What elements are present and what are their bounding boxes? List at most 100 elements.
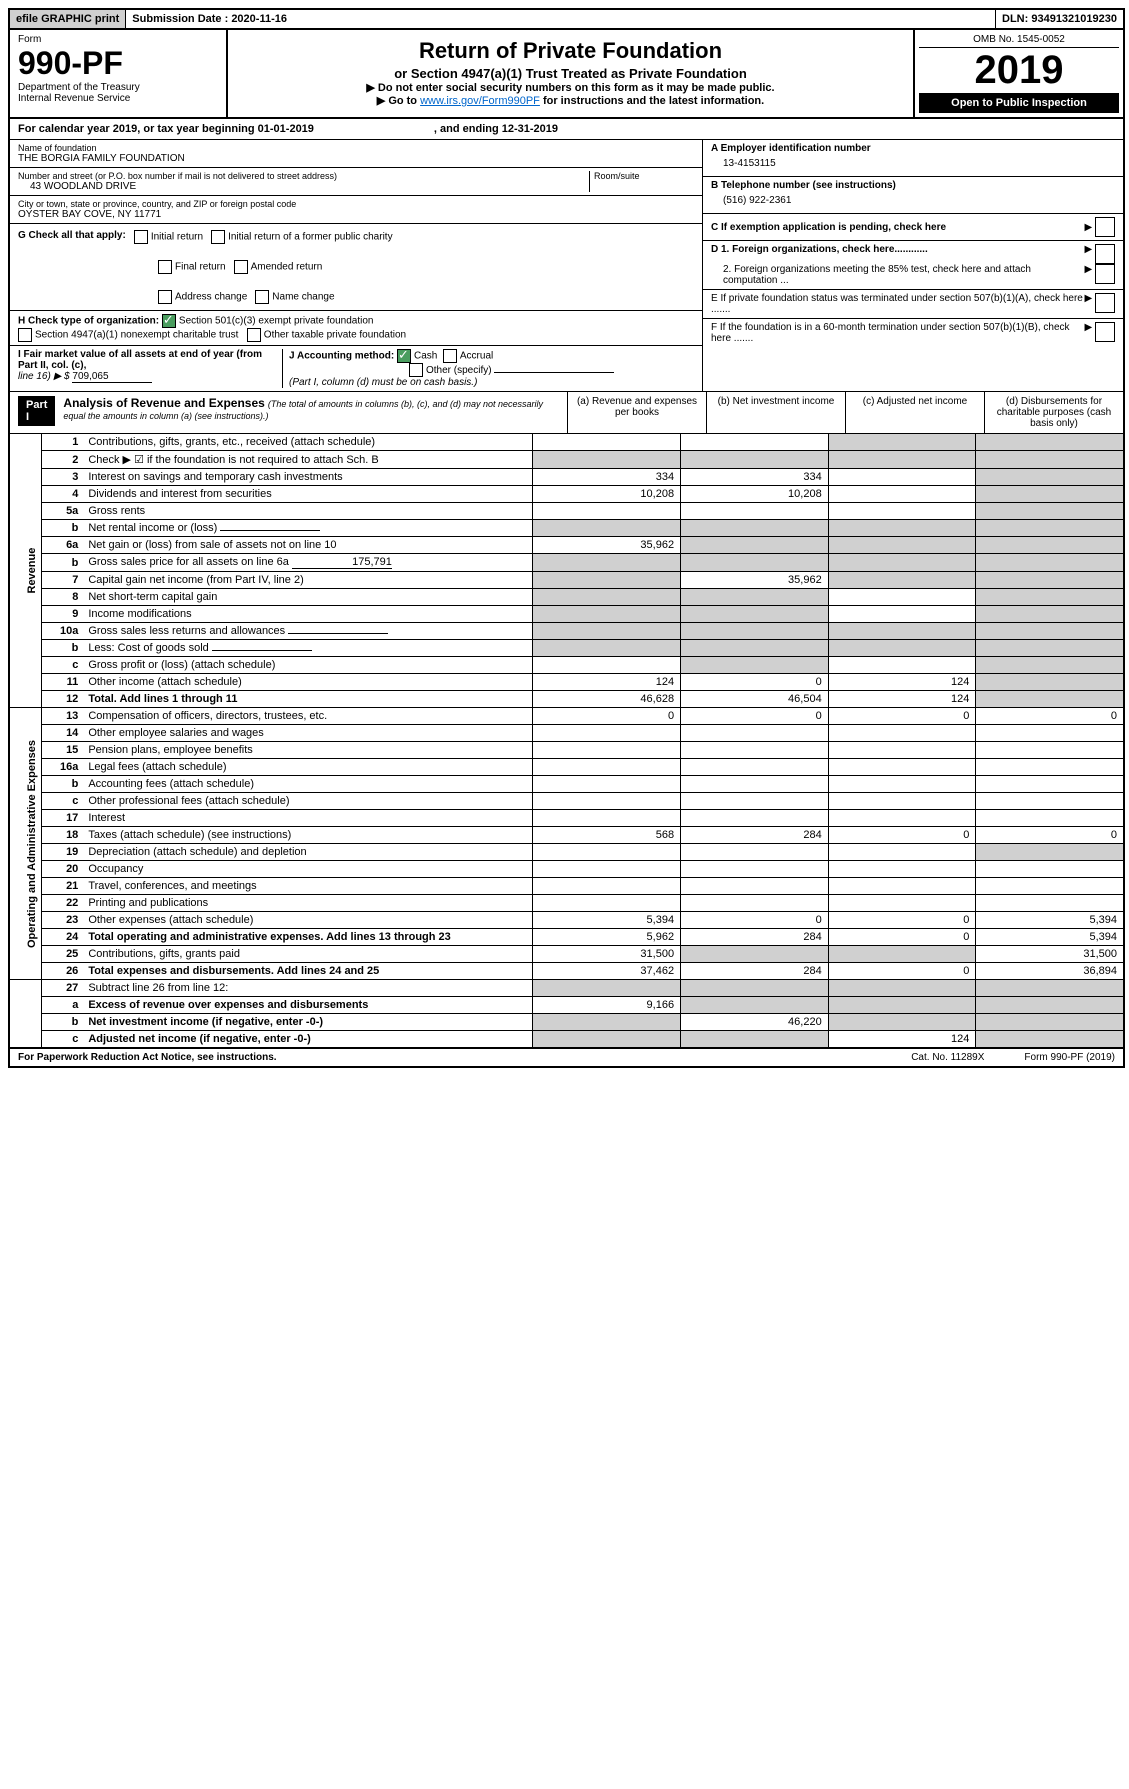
table-row: 4Dividends and interest from securities1… [10, 486, 1123, 503]
table-row: 3Interest on savings and temporary cash … [10, 469, 1123, 486]
side-label: Revenue [10, 434, 42, 708]
value-cell: 35,962 [533, 537, 681, 554]
d1-checkbox[interactable] [1095, 244, 1115, 264]
value-cell [976, 469, 1123, 486]
j-accrual: Accrual [460, 351, 493, 362]
line-description: Subtract line 26 from line 12: [84, 980, 533, 997]
value-cell [828, 623, 976, 640]
value-cell: 46,628 [533, 691, 681, 708]
e-label: E If private foundation status was termi… [711, 293, 1085, 315]
value-cell: 124 [828, 691, 976, 708]
phone-value: (516) 922-2361 [711, 191, 1115, 210]
line-description: Occupancy [84, 861, 533, 878]
value-cell: 568 [533, 827, 681, 844]
address-change-checkbox[interactable] [158, 290, 172, 304]
value-cell: 0 [828, 912, 976, 929]
part1-header-row: Part I Analysis of Revenue and Expenses … [10, 392, 1123, 434]
cal-year-begin: For calendar year 2019, or tax year begi… [18, 123, 314, 135]
value-cell [533, 451, 681, 469]
c-checkbox[interactable] [1095, 217, 1115, 237]
initial-former-checkbox[interactable] [211, 230, 225, 244]
table-row: 25Contributions, gifts, grants paid31,50… [10, 946, 1123, 963]
side-label: Operating and Administrative Expenses [10, 708, 42, 980]
value-cell: 36,894 [976, 963, 1123, 980]
value-cell [681, 997, 829, 1014]
g-label: G Check all that apply: [18, 230, 126, 244]
line-description: Contributions, gifts, grants, etc., rece… [84, 434, 533, 451]
ein-value: 13-4153115 [711, 154, 1115, 173]
amended-checkbox[interactable] [234, 260, 248, 274]
value-cell [681, 759, 829, 776]
final-return-checkbox[interactable] [158, 260, 172, 274]
value-cell: 0 [681, 912, 829, 929]
value-cell [976, 520, 1123, 537]
line-description: Net gain or (loss) from sale of assets n… [84, 537, 533, 554]
line-description: Depreciation (attach schedule) and deple… [84, 844, 533, 861]
value-cell [976, 776, 1123, 793]
name-change-checkbox[interactable] [255, 290, 269, 304]
arrow-icon [1085, 264, 1093, 286]
cash-checkbox[interactable] [397, 349, 411, 363]
value-cell [828, 469, 976, 486]
value-cell [681, 980, 829, 997]
value-cell: 0 [828, 708, 976, 725]
value-cell: 31,500 [976, 946, 1123, 963]
d2-checkbox[interactable] [1095, 264, 1115, 284]
line-number: 1 [42, 434, 84, 451]
side-spacer [10, 980, 42, 1048]
table-row: cGross profit or (loss) (attach schedule… [10, 657, 1123, 674]
irs-link[interactable]: www.irs.gov/Form990PF [420, 95, 540, 107]
h-opt3: Other taxable private foundation [264, 330, 406, 341]
line-number: 5a [42, 503, 84, 520]
accrual-checkbox[interactable] [443, 349, 457, 363]
g-opt-5: Name change [272, 292, 334, 303]
table-row: 14Other employee salaries and wages [10, 725, 1123, 742]
value-cell [681, 1031, 829, 1048]
line-number: c [42, 793, 84, 810]
g-opt-2: Address change [175, 292, 247, 303]
value-cell [976, 657, 1123, 674]
table-row: 5aGross rents [10, 503, 1123, 520]
d2-label: 2. Foreign organizations meeting the 85%… [711, 264, 1085, 286]
i-line16: line 16) ▶ $ [18, 371, 72, 382]
table-row: bNet investment income (if negative, ent… [10, 1014, 1123, 1031]
value-cell [681, 623, 829, 640]
table-row: 8Net short-term capital gain [10, 589, 1123, 606]
line-number: b [42, 776, 84, 793]
line-description: Dividends and interest from securities [84, 486, 533, 503]
value-cell: 0 [681, 674, 829, 691]
g-opt-4: Amended return [251, 262, 323, 273]
instr-ssn: ▶ Do not enter social security numbers o… [234, 81, 907, 94]
part1-title: Analysis of Revenue and Expenses [63, 396, 264, 410]
initial-return-checkbox[interactable] [134, 230, 148, 244]
4947-checkbox[interactable] [18, 328, 32, 342]
e-checkbox[interactable] [1095, 293, 1115, 313]
value-cell [681, 895, 829, 912]
line-description: Income modifications [84, 606, 533, 623]
501c3-checkbox[interactable] [162, 314, 176, 328]
table-row: 7Capital gain net income (from Part IV, … [10, 572, 1123, 589]
f-checkbox[interactable] [1095, 322, 1115, 342]
form-footer: For Paperwork Reduction Act Notice, see … [10, 1048, 1123, 1066]
value-cell [533, 520, 681, 537]
value-cell [533, 776, 681, 793]
value-cell [681, 657, 829, 674]
line-description: Pension plans, employee benefits [84, 742, 533, 759]
other-taxable-checkbox[interactable] [247, 328, 261, 342]
table-row: 11Other income (attach schedule)1240124 [10, 674, 1123, 691]
arrow-icon [1085, 322, 1093, 344]
other-method-checkbox[interactable] [409, 363, 423, 377]
line-number: 6a [42, 537, 84, 554]
efile-print-button[interactable]: efile GRAPHIC print [10, 10, 126, 28]
value-cell [828, 451, 976, 469]
line-number: b [42, 554, 84, 572]
value-cell [976, 451, 1123, 469]
value-cell [533, 503, 681, 520]
table-row: bAccounting fees (attach schedule) [10, 776, 1123, 793]
paperwork-notice: For Paperwork Reduction Act Notice, see … [18, 1052, 277, 1063]
j-label: J Accounting method: [289, 351, 394, 362]
value-cell: 35,962 [681, 572, 829, 589]
value-cell [828, 486, 976, 503]
value-cell [681, 640, 829, 657]
other-specify-field[interactable] [494, 372, 614, 373]
